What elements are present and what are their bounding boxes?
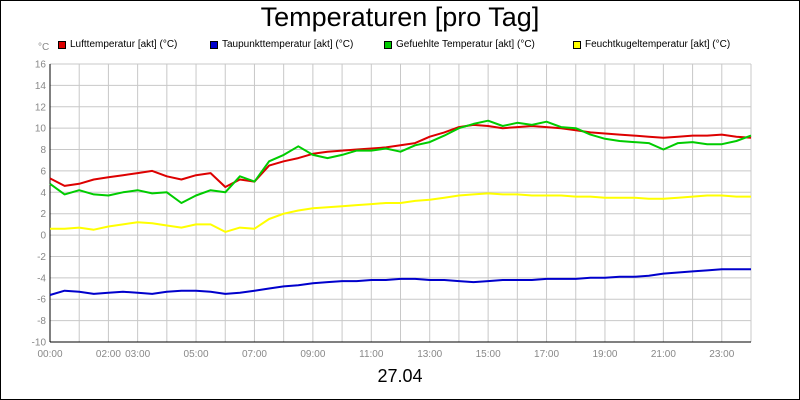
y-tick-label: 8 xyxy=(40,145,46,156)
legend-item-apparent-temperature: Gefuehlte Temperatur [akt] (°C) xyxy=(384,39,535,50)
legend-swatch xyxy=(210,40,218,49)
legend-label: Taupunkttemperatur [akt] (°C) xyxy=(222,39,354,50)
y-tick-label: 0 xyxy=(40,231,46,242)
y-tick-label: 12 xyxy=(35,102,47,113)
legend-swatch xyxy=(58,40,66,49)
x-tick-label: 02:00 xyxy=(96,349,121,360)
y-tick-label: -8 xyxy=(37,316,46,327)
y-tick-label: -4 xyxy=(37,273,46,284)
legend-item-wet-bulb: Feuchtkugeltemperatur [akt] (°C) xyxy=(573,39,730,50)
legend-item-dew-point: Taupunkttemperatur [akt] (°C) xyxy=(210,39,353,50)
legend-label: Gefuehlte Temperatur [akt] (°C) xyxy=(396,39,535,50)
y-tick-label: -10 xyxy=(32,338,47,349)
x-tick-label: 11:00 xyxy=(359,349,384,360)
y-tick-label: -2 xyxy=(37,252,46,263)
x-tick-label: 19:00 xyxy=(592,349,617,360)
y-tick-label: 14 xyxy=(35,81,47,92)
series-line-3 xyxy=(50,192,751,233)
x-tick-label: 00:00 xyxy=(37,349,62,360)
y-tick-label: 6 xyxy=(40,166,46,177)
x-tick-label: 21:00 xyxy=(651,349,676,360)
x-tick-label: 17:00 xyxy=(534,349,559,360)
series-line-0 xyxy=(49,123,752,188)
legend-label: Feuchtkugeltemperatur [akt] (°C) xyxy=(585,39,731,50)
legend-item-air-temperature: Lufttemperatur [akt] (°C) xyxy=(58,39,177,50)
chart-title: Temperaturen [pro Tag] xyxy=(260,2,540,32)
x-tick-label: 23:00 xyxy=(709,349,734,360)
x-tick-label: 09:00 xyxy=(300,349,325,360)
y-tick-label: 10 xyxy=(35,124,47,135)
y-unit-label: °C xyxy=(38,42,50,53)
y-tick-label: 4 xyxy=(40,188,46,199)
x-tick-label: 05:00 xyxy=(184,349,209,360)
legend-label: Lufttemperatur [akt] (°C) xyxy=(70,39,178,50)
series-line-2 xyxy=(49,119,752,204)
x-tick-label: 13:00 xyxy=(417,349,442,360)
legend-swatch xyxy=(573,40,581,49)
y-tick-label: -6 xyxy=(37,295,46,306)
x-tick-label: 07:00 xyxy=(242,349,267,360)
y-tick-label: 2 xyxy=(40,209,46,220)
legend-swatch xyxy=(384,40,392,49)
x-axis-label: 27.04 xyxy=(377,366,423,386)
x-tick-label: 03:00 xyxy=(125,349,150,360)
x-tick-label: 15:00 xyxy=(476,349,501,360)
series-line-1 xyxy=(49,268,751,296)
y-tick-label: 16 xyxy=(35,60,47,71)
